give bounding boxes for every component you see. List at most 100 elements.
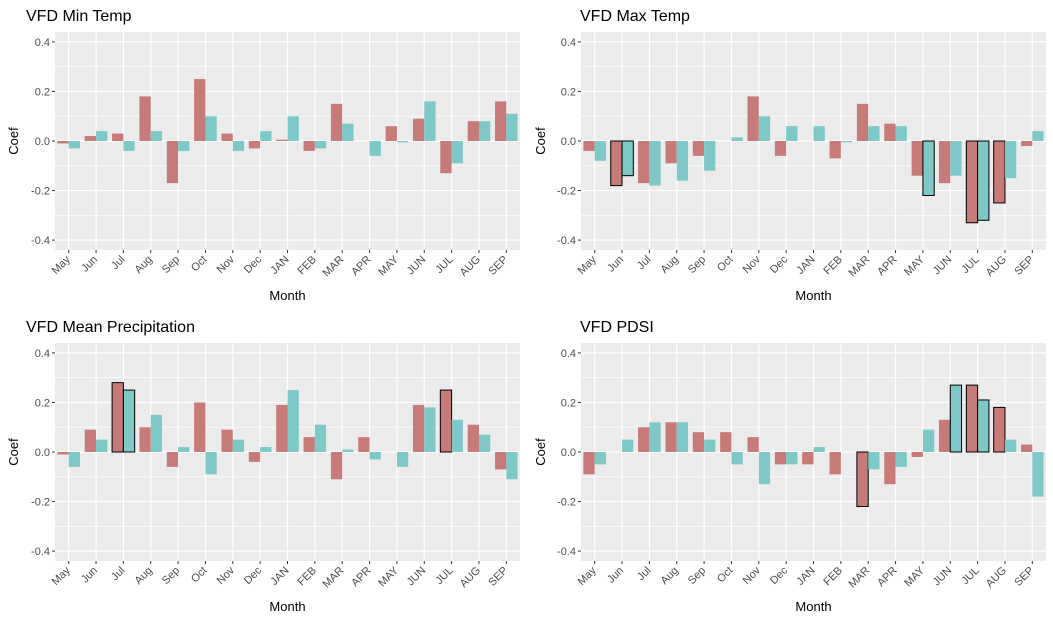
bar-cyan-mar [342, 449, 354, 452]
bar-red-jun [84, 429, 97, 452]
bar-red-mar [330, 103, 343, 141]
bar-cyan-may [68, 141, 80, 149]
bar-cyan-jan [813, 126, 825, 141]
bar-red-aug [467, 424, 479, 452]
bar-red-aug [665, 141, 677, 164]
bar-cyan-apr [369, 141, 381, 156]
chart-title: VFD Min Temp [26, 8, 132, 25]
bar-red-may [583, 452, 595, 475]
x-tick-label: MAR [321, 254, 347, 280]
y-tick-label: -0.2 [31, 497, 50, 509]
x-tick-label: May [50, 253, 74, 277]
x-tick-label: AUG [458, 565, 483, 590]
bar-cyan-mar [868, 126, 880, 141]
y-tick-label: -0.2 [557, 186, 576, 198]
x-tick-label: May [576, 253, 600, 277]
bar-red-jul [638, 427, 650, 452]
x-tick-label: FEB [821, 254, 845, 278]
bar-cyan-aug [676, 141, 689, 181]
x-tick-label: Oct [715, 254, 736, 275]
bar-cyan-may [922, 429, 935, 452]
bar-red-may [57, 452, 69, 455]
bar-cyan-apr [895, 452, 907, 467]
bar-cyan-nov [758, 452, 771, 485]
bar-red-nov [747, 437, 759, 452]
bar-red-apr [884, 123, 896, 141]
y-tick-label: -0.4 [557, 546, 576, 558]
y-tick-label: -0.4 [557, 235, 576, 247]
x-tick-label: APR [875, 565, 900, 590]
bar-red-sep [495, 452, 507, 470]
bar-red-nov [221, 429, 233, 452]
x-tick-label: Jun [605, 565, 626, 586]
bar-red-jun [84, 136, 97, 141]
y-tick-label: 0.0 [561, 136, 576, 148]
x-tick-label: JAN [268, 565, 291, 588]
bar-cyan-dec [786, 126, 798, 141]
x-tick-label: Jul [109, 254, 127, 272]
bar-cyan-sep [1032, 452, 1044, 497]
bar-red-jan [276, 404, 288, 452]
x-tick-label: AUG [458, 254, 483, 279]
bar-red-aug [993, 406, 1006, 453]
bar-cyan-aug [150, 131, 163, 141]
x-tick-label: JUN [931, 254, 955, 278]
bar-cyan-may [594, 141, 606, 161]
bar-cyan-may [396, 452, 409, 467]
x-tick-label: JAN [794, 565, 817, 588]
bar-red-apr [358, 437, 370, 452]
x-tick-label: APR [349, 565, 374, 590]
x-tick-label: JUN [405, 565, 429, 589]
bar-cyan-dec [260, 131, 272, 141]
x-tick-label: Jun [79, 254, 100, 275]
bar-red-sep [692, 432, 705, 452]
x-tick-label: JUL [433, 565, 455, 587]
x-tick-label: SEP [486, 254, 510, 278]
bar-cyan-may [922, 140, 935, 196]
bar-red-nov [221, 133, 233, 141]
y-axis-label: Coef [533, 127, 548, 155]
bar-red-oct [720, 432, 732, 452]
x-tick-label: SEP [486, 565, 510, 589]
bar-cyan-sep [178, 141, 190, 151]
x-tick-label: Oct [715, 565, 736, 586]
x-tick-label: Aug [133, 565, 155, 587]
y-tick-label: -0.2 [557, 497, 576, 509]
x-tick-label: Dec [242, 253, 265, 276]
bar-cyan-feb [840, 141, 853, 143]
x-tick-label: Aug [659, 565, 681, 587]
bar-red-jul [111, 382, 124, 453]
bar-red-may [583, 141, 595, 151]
bar-cyan-jun [621, 140, 634, 177]
bar-cyan-jul [451, 141, 463, 164]
bar-cyan-oct [731, 452, 743, 465]
y-tick-label: 0.2 [35, 397, 50, 409]
y-tick-label: -0.4 [31, 235, 50, 247]
x-tick-label: MAY [902, 253, 927, 278]
y-tick-label: 0.4 [561, 348, 576, 360]
x-tick-label: SEP [1012, 254, 1036, 278]
x-tick-label: SEP [1012, 565, 1036, 589]
bar-red-apr [884, 452, 896, 485]
bar-red-aug [467, 121, 479, 141]
bar-red-may [385, 126, 397, 141]
bar-red-jul [965, 140, 979, 224]
bar-red-jul [439, 389, 453, 453]
bar-red-jun [938, 141, 951, 184]
bar-red-jan [802, 452, 814, 465]
x-tick-label: JUN [405, 254, 429, 278]
bar-cyan-feb [314, 424, 327, 452]
bar-cyan-aug [1004, 439, 1017, 452]
bar-red-aug [139, 427, 151, 452]
bar-red-may [57, 141, 69, 144]
y-tick-label: 0.0 [561, 447, 576, 459]
bar-red-feb [829, 452, 841, 475]
bar-red-jul [965, 384, 979, 453]
chart-title: VFD PDSI [580, 319, 654, 336]
bar-cyan-mar [868, 452, 880, 470]
bar-red-jul [112, 133, 124, 141]
bar-red-jun [610, 140, 623, 187]
bar-red-oct [194, 79, 206, 141]
bar-cyan-jun [949, 384, 963, 453]
chart-title: VFD Mean Precipitation [26, 319, 195, 336]
